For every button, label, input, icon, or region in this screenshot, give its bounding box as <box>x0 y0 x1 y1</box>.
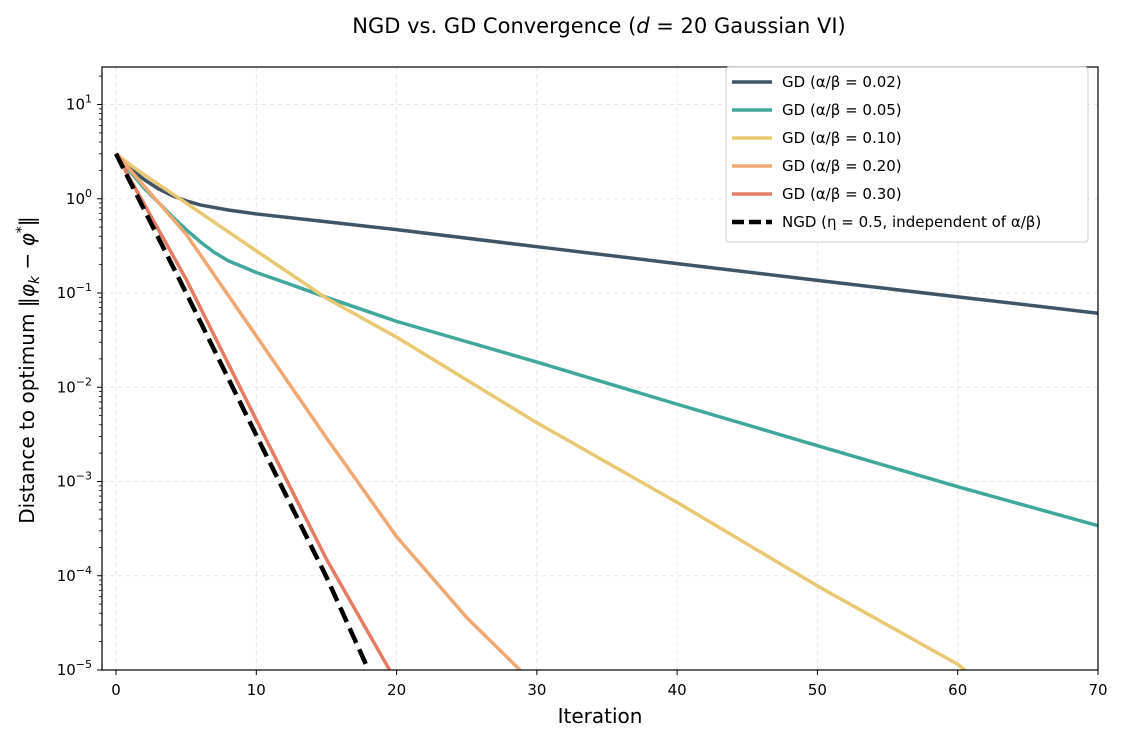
y-axis: 10−5 10−4 10−3 10−2 10−1 100 101 <box>57 75 102 679</box>
legend-label-2: GD (α/β = 0.10) <box>782 129 902 147</box>
plot-frame <box>101 66 1099 671</box>
x-tick-label: 50 <box>808 681 827 699</box>
chart-title: NGD vs. GD Convergence (d = 20 Gaussian … <box>352 14 845 38</box>
x-tick-label: 70 <box>1088 681 1107 699</box>
y-axis-label: Distance to optimum ‖φk − φ*‖ <box>14 216 43 524</box>
grid <box>102 67 1099 670</box>
y-tick-label: 10−4 <box>57 564 92 585</box>
legend-label-4: GD (α/β = 0.30) <box>782 185 902 203</box>
legend-box <box>725 66 1089 243</box>
y-tick-label: 10−3 <box>57 470 92 491</box>
legend: GD (α/β = 0.02) GD (α/β = 0.05) GD (α/β = … <box>725 66 1089 243</box>
x-tick-label: 30 <box>527 681 546 699</box>
x-tick-label: 40 <box>668 681 687 699</box>
legend-label-0: GD (α/β = 0.02) <box>782 73 902 91</box>
y-tick-label: 10−1 <box>57 281 92 302</box>
legend-label-3: GD (α/β = 0.20) <box>782 157 902 175</box>
x-tick-label: 60 <box>948 681 967 699</box>
x-tick-label: 0 <box>111 681 121 699</box>
y-tick-label: 10−2 <box>57 375 92 396</box>
legend-label-1: GD (α/β = 0.05) <box>782 101 902 119</box>
x-axis-label: Iteration <box>558 704 643 728</box>
series-line-4 <box>114 152 392 670</box>
series-line-3 <box>114 152 522 670</box>
y-tick-label: 10−5 <box>57 658 92 679</box>
x-tick-label: 10 <box>247 681 266 699</box>
x-axis: 0 10 20 30 40 50 60 70 <box>111 670 1108 699</box>
legend-label-5: NGD (η = 0.5, independent of α/β) <box>782 213 1041 231</box>
series-line-5 <box>114 152 371 670</box>
y-tick-label: 100 <box>66 187 92 208</box>
series-group <box>114 152 1098 670</box>
series-line-0 <box>114 152 1098 315</box>
series-line-2 <box>114 152 966 670</box>
x-tick-label: 20 <box>387 681 406 699</box>
y-tick-label: 101 <box>66 93 92 114</box>
